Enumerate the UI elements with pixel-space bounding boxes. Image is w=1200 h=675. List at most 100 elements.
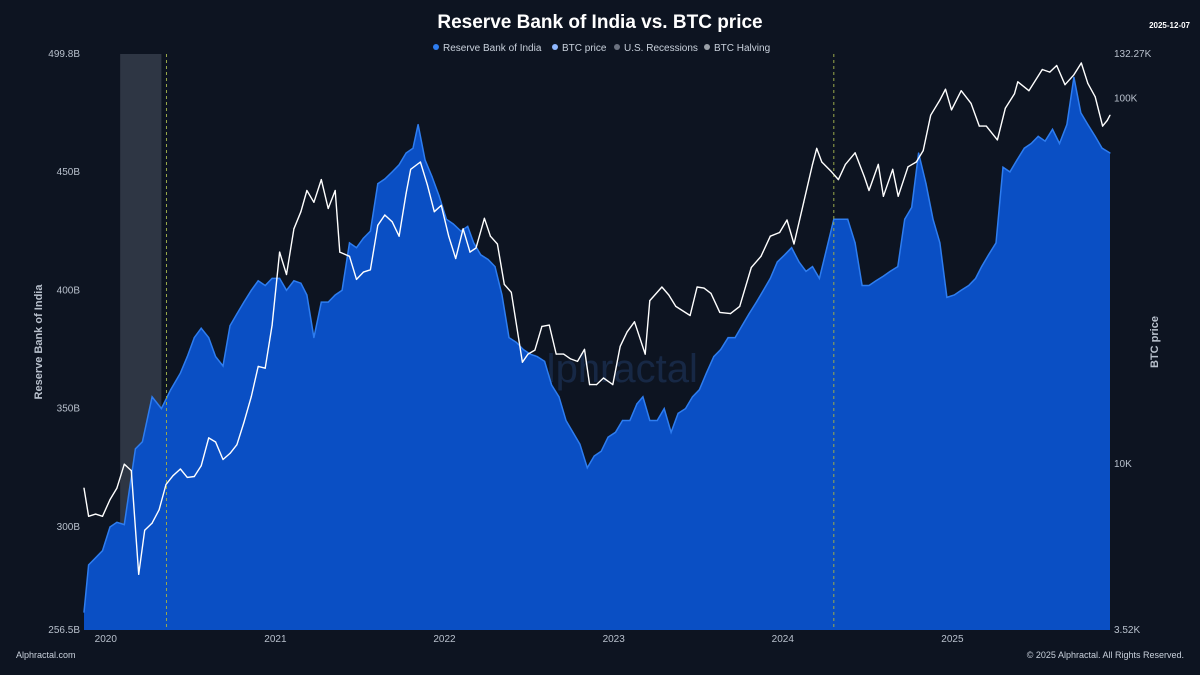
rbi-point xyxy=(897,266,899,268)
legend-item-recessions[interactable]: U.S. Recessions xyxy=(614,43,698,54)
rbi-area xyxy=(84,77,1110,630)
rbi-point xyxy=(341,289,343,291)
btc-point xyxy=(811,163,814,165)
btc-point xyxy=(830,171,833,173)
btc-point xyxy=(1028,90,1030,92)
btc-point xyxy=(821,161,823,163)
rbi-point xyxy=(607,436,609,438)
rbi-point xyxy=(691,396,694,398)
rbi-point xyxy=(384,178,386,180)
rbi-point xyxy=(362,237,364,239)
rbi-point xyxy=(636,403,638,405)
rbi-point xyxy=(755,301,758,303)
btc-point xyxy=(334,189,336,192)
btc-point xyxy=(844,163,847,165)
rbi-point xyxy=(642,396,644,398)
y-left-tick-label: 350B xyxy=(57,404,81,415)
rbi-point xyxy=(327,301,329,303)
rbi-point xyxy=(904,218,906,220)
legend-label-halving: BTC Halving xyxy=(714,43,770,54)
btc-point xyxy=(944,88,947,90)
y-left-tick-label: 256.5B xyxy=(48,625,80,636)
rbi-point xyxy=(656,419,658,422)
btc-point xyxy=(555,353,557,355)
rbi-point xyxy=(109,526,111,528)
footer-copyright: © 2025 Alphractal. All Rights Reserved. xyxy=(1027,650,1184,660)
btc-point xyxy=(222,458,224,461)
btc-point xyxy=(570,358,572,360)
rbi-point xyxy=(995,242,997,244)
btc-point xyxy=(285,273,288,276)
btc-point xyxy=(109,499,111,501)
rbi-point xyxy=(705,372,708,374)
rbi-point xyxy=(229,325,231,327)
rbi-point xyxy=(932,218,934,220)
btc-point xyxy=(384,214,386,216)
rbi-point xyxy=(1009,171,1011,173)
rbi-point xyxy=(1023,147,1025,149)
x-tick-label: 2024 xyxy=(772,634,795,645)
btc-point xyxy=(939,99,941,101)
btc-point xyxy=(786,219,788,221)
rbi-point xyxy=(243,301,245,303)
legend-marker-rbi xyxy=(433,44,439,50)
btc-point xyxy=(602,377,605,379)
rbi-point xyxy=(473,242,475,244)
rbi-point xyxy=(981,266,983,268)
rbi-point xyxy=(811,266,814,268)
btc-point xyxy=(719,311,721,313)
rbi-point xyxy=(727,337,729,339)
btc-point xyxy=(327,207,329,210)
rbi-point xyxy=(529,353,531,355)
btc-point xyxy=(868,189,870,192)
btc-point xyxy=(583,348,586,350)
btc-point xyxy=(348,255,351,257)
rbi-point xyxy=(1051,128,1054,130)
rbi-point xyxy=(236,313,238,315)
rbi-point xyxy=(1073,76,1075,78)
rbi-point xyxy=(748,313,750,315)
btc-point xyxy=(769,235,771,237)
btc-point xyxy=(469,251,471,253)
rbi-point xyxy=(818,277,821,279)
rbi-point xyxy=(1080,112,1082,114)
btc-point xyxy=(1017,81,1019,83)
rbi-point xyxy=(572,431,574,433)
btc-point xyxy=(377,224,379,226)
btc-point xyxy=(595,384,598,386)
btc-point xyxy=(612,384,614,386)
btc-point xyxy=(863,176,866,178)
rbi-point xyxy=(544,360,546,362)
btc-point xyxy=(760,255,762,257)
btc-point xyxy=(257,365,259,367)
rbi-point xyxy=(200,327,202,329)
rbi-point xyxy=(1030,142,1032,145)
btc-point xyxy=(589,384,591,386)
btc-point xyxy=(922,150,924,152)
btc-point xyxy=(101,515,104,517)
btc-point xyxy=(448,235,450,237)
rbi-point xyxy=(798,261,800,263)
btc-point xyxy=(193,475,195,478)
x-ticks: 2020 2021 2022 2023 2024 2025 xyxy=(95,634,964,645)
btc-point xyxy=(410,168,412,170)
rbi-point xyxy=(522,348,524,351)
x-tick-label: 2025 xyxy=(941,634,964,645)
legend-item-rbi[interactable]: Reserve Bank of India xyxy=(433,43,542,54)
x-tick-label: 2020 xyxy=(95,634,118,645)
legend-item-btc[interactable]: BTC price xyxy=(552,43,607,54)
btc-point xyxy=(293,228,295,230)
btc-point xyxy=(1041,68,1043,71)
rbi-point xyxy=(1016,159,1018,161)
btc-point xyxy=(229,452,231,454)
btc-point xyxy=(158,509,160,511)
btc-point xyxy=(462,228,464,230)
rbi-point xyxy=(868,284,870,287)
btc-line xyxy=(83,62,1111,575)
rbi-point xyxy=(1094,135,1096,137)
x-tick-label: 2021 xyxy=(264,634,287,645)
btc-point xyxy=(668,294,670,296)
rbi-point xyxy=(600,450,602,452)
legend-item-halving[interactable]: BTC Halving xyxy=(704,43,770,54)
btc-point xyxy=(930,114,932,116)
